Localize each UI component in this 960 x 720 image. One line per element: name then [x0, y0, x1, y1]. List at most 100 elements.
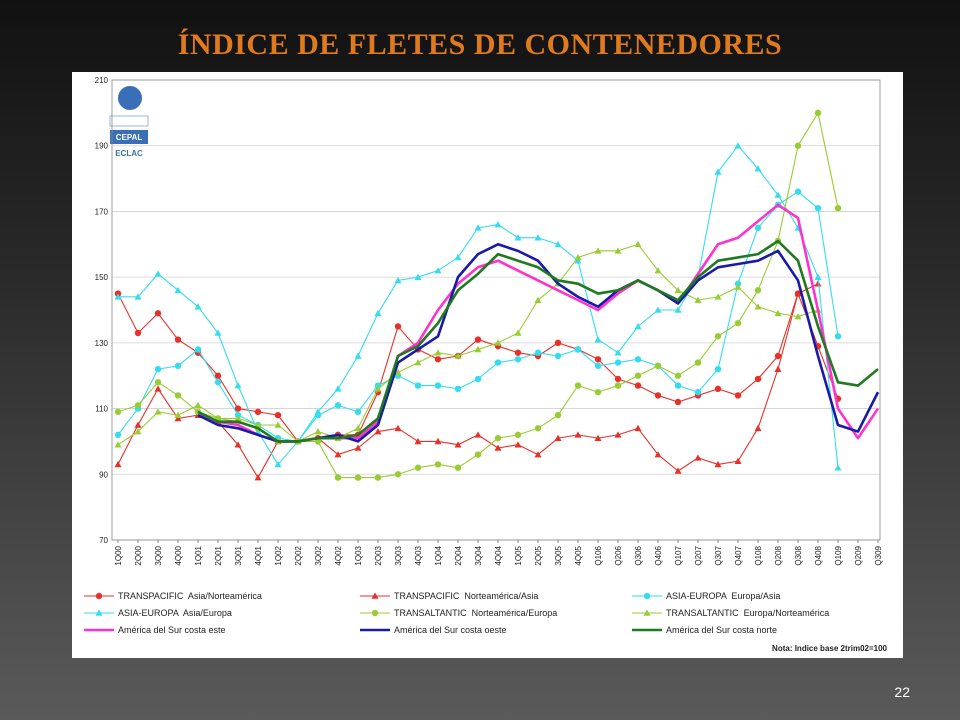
data-point: [554, 240, 562, 248]
data-point: [354, 424, 362, 432]
data-point: [714, 168, 722, 175]
data-point: [454, 385, 462, 393]
data-point: [194, 303, 202, 310]
data-point: [794, 290, 802, 297]
data-point: [494, 359, 502, 366]
plot-frame: [111, 79, 881, 541]
data-point: [174, 336, 182, 343]
data-point: [314, 428, 322, 435]
data-point: [434, 461, 442, 468]
series-line: [197, 239, 879, 443]
data-point: [434, 356, 442, 363]
data-point: [414, 273, 422, 280]
data-point: [374, 474, 382, 481]
data-point: [734, 283, 742, 290]
data-point: [514, 356, 522, 363]
data-point: [434, 437, 442, 445]
x-tick-label: Q407: [734, 545, 743, 565]
data-point: [754, 224, 762, 232]
data-point: [454, 441, 462, 448]
data-point: [634, 372, 642, 379]
data-point: [754, 303, 762, 310]
data-point: [274, 421, 282, 428]
data-point: [114, 460, 122, 468]
data-point: [734, 392, 742, 399]
data-point: [414, 382, 422, 389]
data-point: [814, 280, 822, 287]
data-point: [534, 425, 542, 432]
data-point: [514, 329, 522, 336]
data-point: [634, 322, 642, 330]
y-tick-label: 190: [95, 142, 109, 151]
data-point: [834, 464, 842, 471]
x-tick-label: Q309: [874, 545, 883, 565]
x-tick-label: 3Q04: [474, 545, 483, 565]
data-point: [474, 451, 482, 458]
x-tick-label: 4Q05: [574, 545, 583, 565]
data-point: [254, 474, 262, 481]
logo-box: [110, 130, 148, 144]
data-point: [574, 382, 582, 389]
data-point: [734, 142, 742, 149]
data-point: [234, 441, 242, 448]
data-point: [474, 224, 482, 231]
data-point: [614, 431, 622, 438]
data-point: [194, 346, 202, 353]
data-point: [794, 313, 802, 320]
data-point: [434, 349, 442, 356]
x-tick-label: 3Q01: [234, 545, 243, 565]
data-point: [774, 352, 782, 360]
data-point: [494, 339, 502, 346]
data-point: [554, 434, 562, 441]
y-tick-label: 210: [95, 76, 109, 85]
data-point: [594, 388, 602, 396]
x-tick-label: Q408: [814, 545, 823, 565]
data-point: [634, 240, 642, 248]
series-line: [117, 243, 819, 446]
data-point: [154, 365, 162, 373]
data-point: [614, 247, 622, 254]
data-point: [654, 306, 662, 313]
page-number: 22: [894, 684, 910, 700]
data-point: [594, 434, 602, 441]
data-point: [734, 457, 742, 464]
data-point: [354, 474, 362, 481]
data-point: [694, 296, 702, 303]
chart: CEPAL ECLAC Nota: Indice base 2trim02=10…: [72, 72, 903, 658]
data-point: [634, 356, 642, 363]
data-point: [574, 257, 582, 264]
data-point: [814, 273, 822, 280]
x-tick-label: 3Q00: [154, 545, 163, 565]
legend-label: TRANSALTANTIC Europa/Norteamérica: [666, 608, 829, 618]
x-tick-label: Q308: [794, 545, 803, 565]
x-tick-label: Q209: [854, 545, 863, 565]
data-point: [634, 424, 642, 432]
data-point: [354, 352, 362, 359]
x-tick-label: 4Q04: [494, 545, 503, 565]
data-point: [194, 401, 202, 409]
data-point: [594, 362, 602, 370]
data-point: [434, 267, 442, 274]
data-point: [614, 349, 622, 356]
data-point: [474, 336, 482, 343]
data-point: [494, 444, 502, 451]
x-tick-label: 3Q03: [394, 545, 403, 565]
data-point: [794, 142, 802, 149]
legend-label: ASIA-EUROPA Europa/Asia: [666, 591, 780, 601]
data-point: [594, 356, 602, 363]
x-tick-label: 3Q02: [314, 545, 323, 565]
data-point: [614, 359, 622, 366]
data-point: [474, 375, 482, 383]
data-point: [154, 270, 162, 277]
data-point: [674, 382, 682, 389]
data-point: [154, 310, 162, 317]
x-tick-label: Q307: [714, 545, 723, 565]
x-tick-label: 1Q00: [114, 545, 123, 565]
x-tick-label: Q108: [754, 545, 763, 565]
legend-label: TRANSPACIFIC Norteamérica/Asia: [394, 591, 538, 601]
data-point: [114, 431, 122, 439]
data-point: [334, 474, 342, 481]
data-point: [494, 434, 502, 442]
slide-title: ÍNDICE DE FLETES DE CONTENEDORES: [177, 28, 783, 61]
y-tick-label: 90: [99, 470, 108, 479]
